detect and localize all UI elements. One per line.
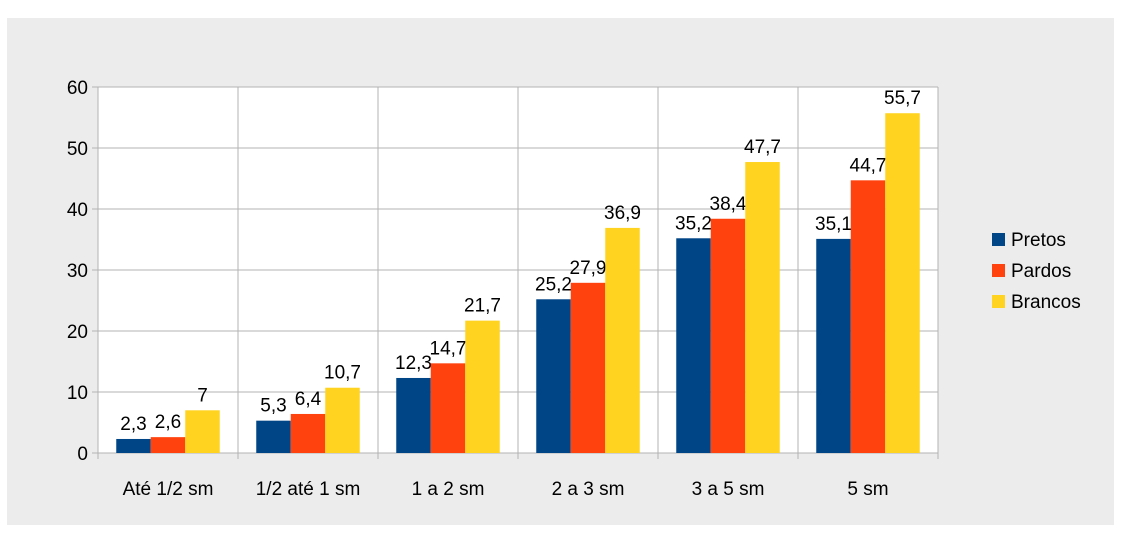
bar-pretos [676,238,711,453]
data-label: 2,6 [155,412,181,433]
bar-brancos [885,113,920,453]
bar-brancos [605,227,640,453]
bar-pardos [570,282,606,453]
data-label: 55,7 [884,88,921,109]
data-label: 2,3 [120,414,146,435]
x-category-label: 1/2 até 1 sm [256,479,361,500]
legend-label-pardos: Pardos [1011,261,1071,282]
data-label: 47,7 [744,137,781,158]
bar-pretos [256,420,291,453]
data-label: 36,9 [604,203,641,224]
data-label: 7 [197,385,208,406]
legend-swatch-brancos [992,295,1005,308]
data-label: 44,7 [850,155,887,176]
data-label: 14,7 [430,338,467,359]
bar-pardos [430,363,466,453]
data-label: 21,7 [464,296,501,317]
bar-pretos [536,299,571,453]
data-label: 6,4 [295,389,322,410]
y-tick-label: 60 [67,78,88,99]
data-label: 5,3 [260,396,286,417]
bar-pardos [290,413,326,453]
bar-brancos [745,162,780,453]
x-category-label: 1 a 2 sm [412,479,485,500]
bar-chart: 0 10 20 30 40 50 60 2,3 2,6 7 Até 1/2 sm 5,3 6,410,7… [67,78,1081,500]
y-tick-label: 40 [67,200,88,221]
data-label: 10,7 [324,363,361,384]
y-tick-label: 0 [77,444,88,465]
bar-brancos [465,320,500,453]
bar-pretos [396,377,431,453]
data-label: 38,4 [710,194,747,215]
data-label: 35,1 [815,214,852,235]
bar-pardos [850,180,886,453]
legend-label-pretos: Pretos [1011,230,1066,251]
x-category-label: Até 1/2 sm [123,479,214,500]
data-label: 25,2 [535,274,572,295]
bar-pardos [710,218,746,453]
legend-swatch-pretos [992,233,1005,246]
x-category-label: 3 a 5 sm [692,479,765,500]
bar-brancos [185,410,220,453]
data-label: 12,3 [395,353,432,374]
bar-brancos [325,387,360,453]
x-category-label: 2 a 3 sm [552,479,625,500]
y-tick-label: 10 [67,383,88,404]
chart-frame: 0 10 20 30 40 50 60 2,3 2,6 7 Até 1/2 sm 5,3 6,4 10,7… [7,18,1114,525]
y-tick-label: 30 [67,261,88,282]
y-tick-label: 50 [67,139,88,160]
legend-swatch-pardos [992,264,1005,277]
legend-label-brancos: Brancos [1011,292,1081,313]
y-tick-label: 20 [67,322,88,343]
data-label: 35,2 [675,213,712,234]
bar-pardos [150,437,186,453]
bar-pretos [116,438,151,453]
data-label: 27,9 [570,258,607,279]
x-category-label: 5 sm [847,479,888,500]
bar-pretos [816,238,851,453]
